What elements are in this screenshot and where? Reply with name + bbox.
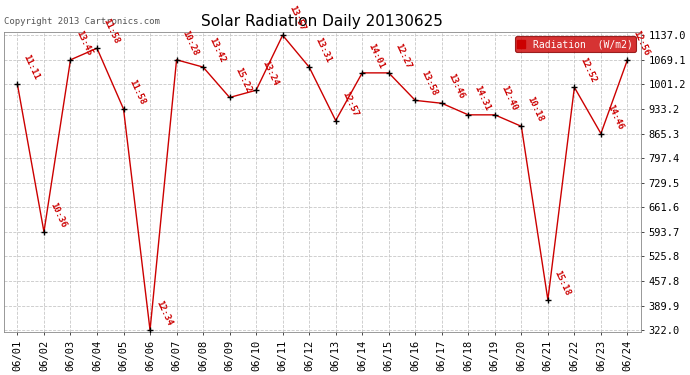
Text: 15:22: 15:22 [234,66,253,95]
Text: 10:28: 10:28 [181,29,200,57]
Text: 12:57: 12:57 [340,90,359,118]
Text: 14:01: 14:01 [366,42,386,70]
Text: 13:42: 13:42 [207,36,227,64]
Text: 13:57: 13:57 [287,4,306,33]
Text: 11:11: 11:11 [21,54,41,82]
Text: 12:27: 12:27 [393,42,413,70]
Text: 10:18: 10:18 [526,95,545,123]
Text: 12:56: 12:56 [631,29,651,57]
Text: 13:24: 13:24 [260,59,280,87]
Text: 13:31: 13:31 [313,36,333,64]
Text: 13:58: 13:58 [420,69,439,98]
Text: 13:45: 13:45 [75,29,94,57]
Text: 12:34: 12:34 [154,299,174,327]
Text: 12:40: 12:40 [499,84,518,112]
Text: 14:31: 14:31 [473,84,492,112]
Title: Solar Radiation Daily 20130625: Solar Radiation Daily 20130625 [201,14,444,29]
Legend: Radiation  (W/m2): Radiation (W/m2) [515,36,635,52]
Text: 14:46: 14:46 [605,103,624,131]
Text: 11:58: 11:58 [101,17,121,45]
Text: Copyright 2013 Cartronics.com: Copyright 2013 Cartronics.com [4,16,160,26]
Text: 10:36: 10:36 [48,201,68,229]
Text: 11:58: 11:58 [128,78,147,106]
Text: 15:18: 15:18 [552,269,571,297]
Text: 13:46: 13:46 [446,72,466,100]
Text: 12:52: 12:52 [578,56,598,85]
